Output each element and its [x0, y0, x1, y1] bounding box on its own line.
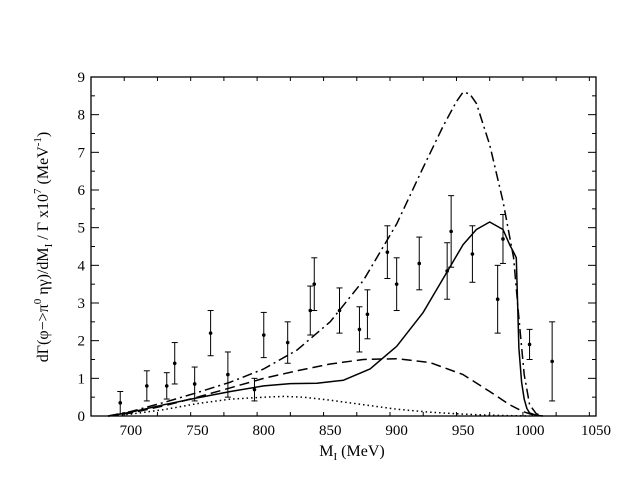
data-point: [356, 306, 363, 353]
data-point: [336, 287, 343, 334]
y-axis-title-sup2: 7: [32, 188, 44, 194]
y-tick-label: 9: [78, 70, 86, 86]
y-axis-title-p2: ηγ)/dM: [35, 247, 52, 298]
x-axis-title-rest: (MeV): [337, 443, 385, 460]
y-tick-label: 0: [78, 409, 86, 425]
data-point-marker: [550, 359, 554, 364]
x-axis-title: MI (MeV): [319, 443, 384, 463]
data-point-marker: [192, 382, 197, 386]
y-tick-label: 1: [78, 371, 86, 387]
data-point-marker: [449, 229, 453, 234]
data-point: [448, 195, 455, 268]
x-axis-title-sub: I: [334, 451, 338, 463]
x-tick-label: 900: [385, 423, 408, 439]
y-axis-title-p5: ): [35, 132, 52, 137]
data-point-marker: [226, 372, 230, 377]
data-point: [284, 321, 291, 364]
data-point: [499, 213, 506, 264]
data-point: [469, 225, 476, 283]
y-tick-label: 2: [78, 334, 86, 350]
data-point-marker: [527, 342, 532, 347]
series-layer: [108, 91, 544, 417]
data-point-marker: [365, 312, 370, 317]
data-point-marker: [337, 308, 342, 313]
x-axis-title-main: M: [319, 443, 333, 460]
series-line-dotted: [108, 395, 530, 417]
data-point-marker: [118, 401, 123, 405]
y-tick-label: 6: [78, 183, 86, 199]
data-point-marker: [495, 297, 500, 302]
series-line-dashed: [108, 357, 537, 417]
y-axis-title-sup3: -1: [32, 137, 44, 146]
y-axis-title-p3: / Γ x10: [35, 194, 52, 244]
y-tick-label: 3: [78, 296, 86, 312]
data-point: [311, 257, 318, 312]
y-axis-title-sub1: I: [43, 243, 55, 247]
x-tick-label: 800: [253, 423, 276, 439]
data-point-marker: [501, 237, 505, 241]
data-point-marker: [261, 333, 266, 337]
y-axis-title-sup1: 0: [32, 298, 44, 304]
data-point: [384, 225, 391, 280]
data-point: [224, 351, 231, 398]
data-point-marker: [385, 250, 390, 254]
data-point: [260, 311, 267, 359]
data-point: [191, 366, 198, 402]
data-point: [171, 342, 178, 385]
y-tick-label: 8: [78, 108, 86, 124]
x-tick-label: 1000: [515, 423, 545, 439]
data-point-marker: [445, 269, 449, 273]
data-point-marker: [172, 361, 177, 366]
x-tick-label: 850: [319, 423, 342, 439]
data-point: [364, 289, 371, 340]
data-point-marker: [312, 282, 317, 286]
data-point-marker: [357, 327, 362, 332]
data-point: [549, 321, 556, 402]
data-point: [163, 372, 170, 400]
data-point: [416, 236, 423, 291]
x-tick-label: 950: [452, 423, 475, 439]
data-point: [444, 242, 451, 300]
data-point-marker: [208, 331, 213, 335]
series-line-dash-dot: [108, 91, 544, 417]
y-axis-title-p4: (MeV: [35, 146, 52, 189]
data-point: [207, 310, 214, 357]
x-tick-label: 1050: [581, 423, 611, 439]
data-point-marker: [394, 282, 399, 286]
data-point-marker: [417, 261, 422, 266]
x-tick-label: 700: [120, 423, 143, 439]
data-point-marker: [285, 340, 290, 345]
data-point: [117, 391, 124, 415]
data-point-marker: [145, 384, 149, 388]
y-tick-labels: 0 1 2 3 4 5 6 7 8 9: [78, 70, 86, 425]
data-point: [251, 377, 258, 402]
data-point-marker: [470, 252, 475, 256]
ticks-layer: [90, 76, 596, 417]
data-point: [307, 285, 314, 336]
plot-frame: [90, 76, 597, 417]
y-axis-title: dΓ(φ−>π0 ηγ)/dMI / Γ x107 (MeV-1): [32, 132, 55, 362]
data-point: [143, 370, 150, 402]
data-point: [526, 328, 533, 360]
data-point: [393, 257, 400, 312]
data-point-marker: [164, 384, 169, 388]
y-tick-label: 4: [78, 258, 86, 274]
x-tick-labels: 700 750 800 850 900 950 1000 1050: [120, 423, 611, 439]
y-tick-label: 5: [78, 221, 86, 237]
data-point-marker: [308, 308, 313, 313]
data-point-marker: [252, 387, 257, 392]
y-axis-title-p1: dΓ(φ−>π: [35, 304, 52, 362]
points-layer: [117, 195, 556, 415]
series-line-solid: [108, 221, 543, 417]
y-tick-label: 7: [78, 145, 86, 161]
x-tick-label: 750: [186, 423, 209, 439]
data-point: [494, 264, 501, 334]
